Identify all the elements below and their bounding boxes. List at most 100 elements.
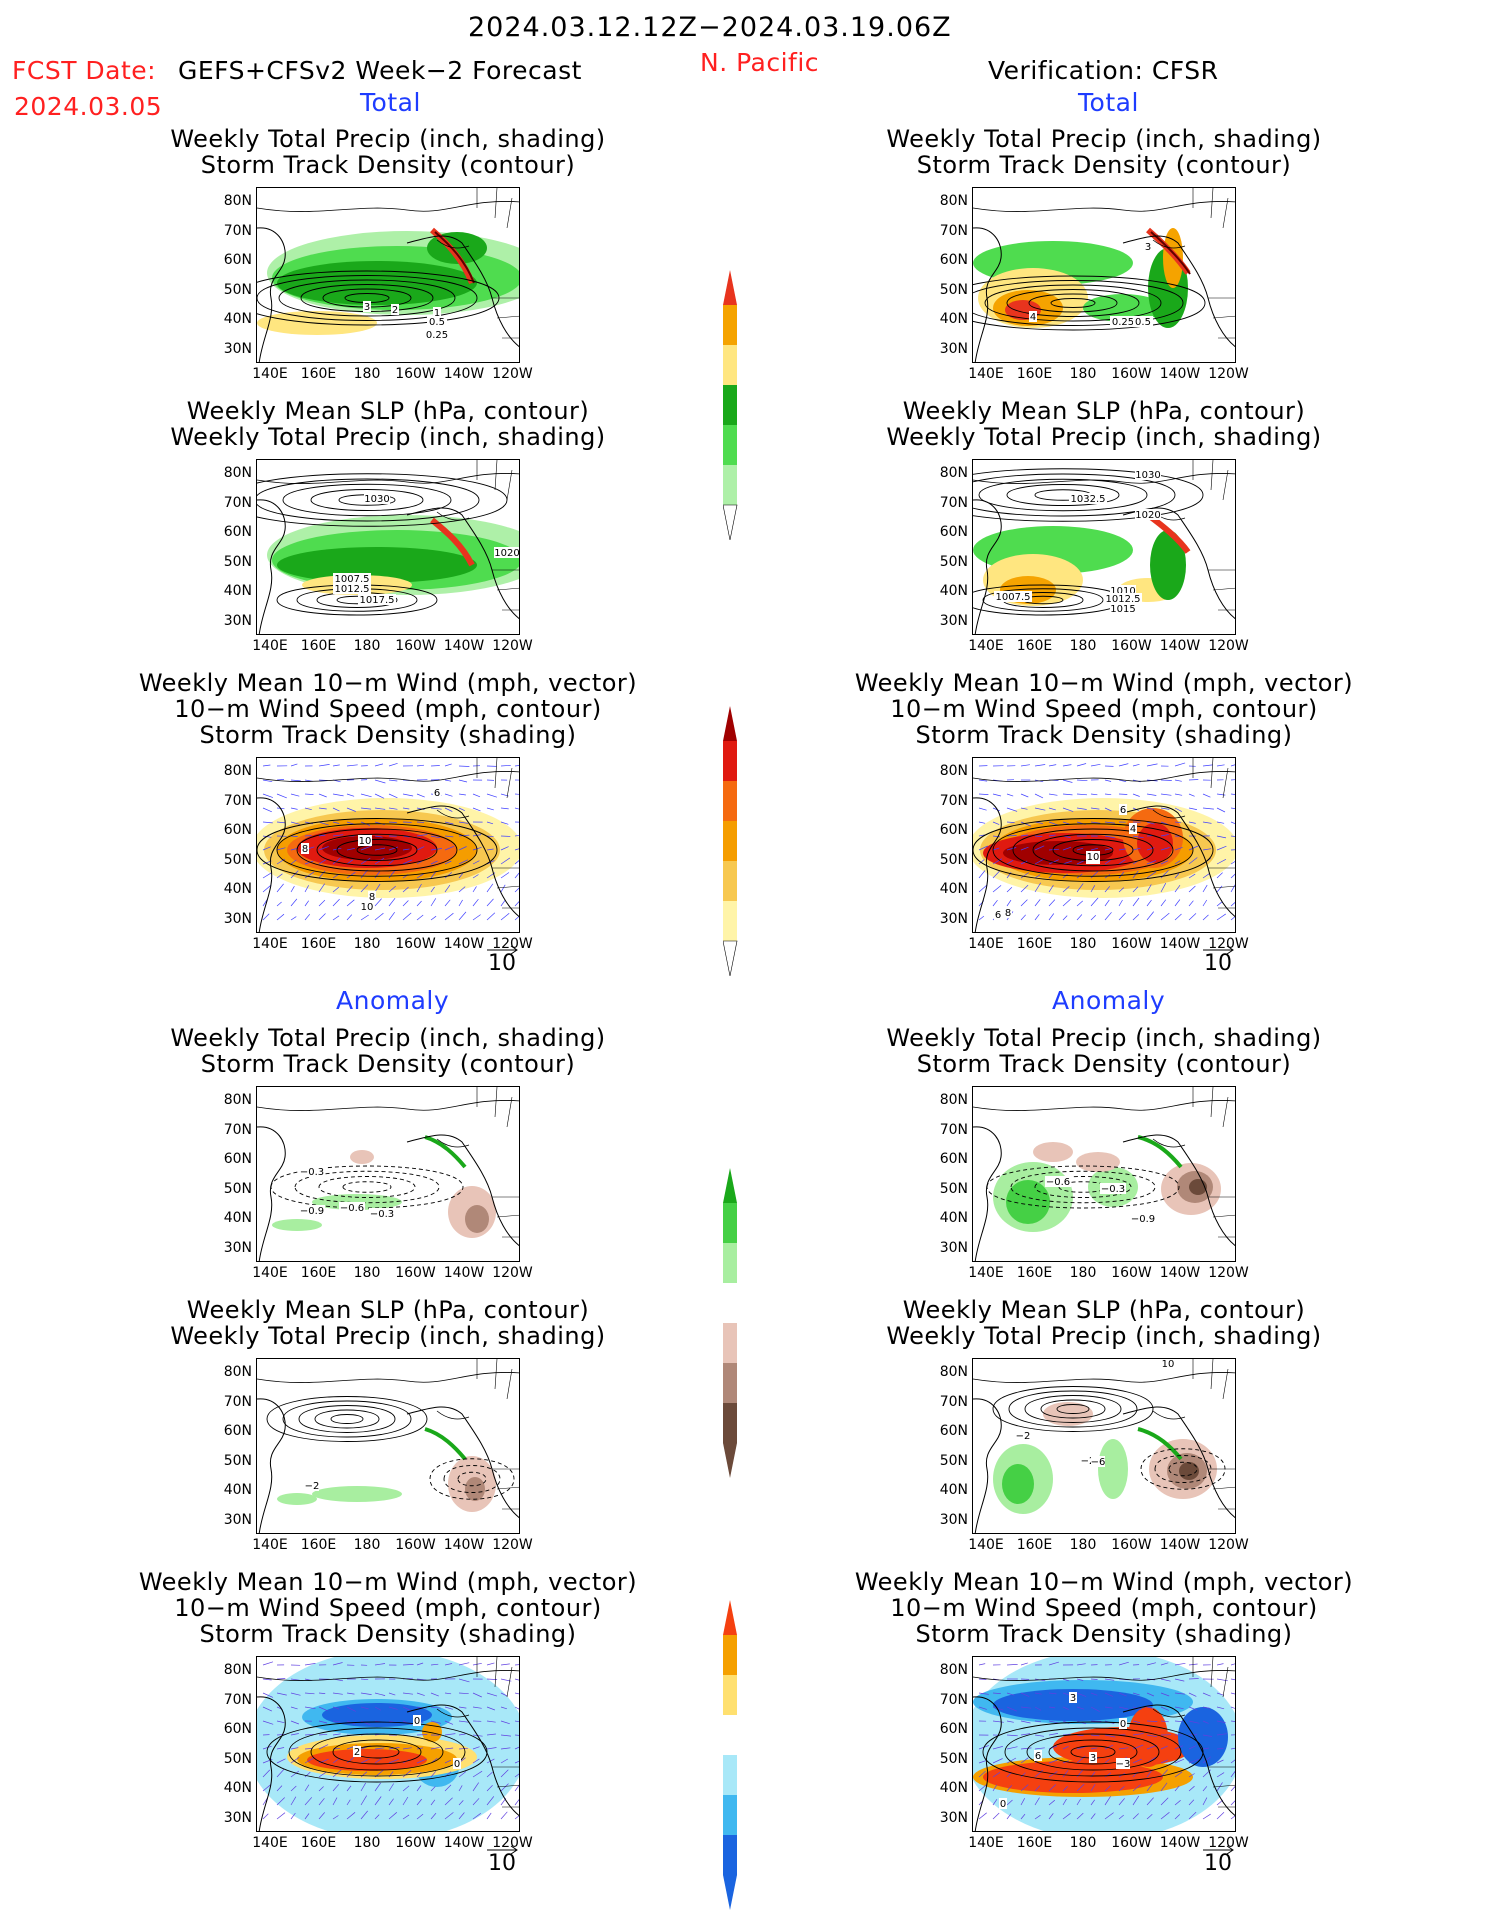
lat-tick-label: 80N	[939, 763, 968, 779]
colorbar-segment	[723, 1283, 737, 1323]
wind-vector	[332, 915, 340, 921]
wind-vector	[1132, 847, 1141, 851]
contour-line	[457, 1471, 487, 1487]
contour-label: −2	[1081, 1455, 1095, 1467]
contour-label: 1012.5	[333, 583, 371, 595]
wind-vector	[978, 884, 987, 893]
contour-label: 1030	[364, 493, 390, 505]
wind-vector	[1146, 1692, 1155, 1697]
wind-vector	[1048, 1784, 1057, 1792]
wind-vector	[360, 1810, 368, 1820]
wind-vector	[1188, 1773, 1195, 1778]
wind-vector	[1062, 898, 1071, 907]
wind-vector	[1062, 1678, 1070, 1682]
lat-tick-label: 30N	[939, 1511, 968, 1528]
contour-line	[1006, 484, 1120, 506]
wind-vector	[1006, 807, 1018, 812]
wind-vector	[388, 859, 394, 865]
wind-vector	[1118, 1798, 1125, 1806]
wind-vector	[1160, 1692, 1170, 1697]
contour-label: −3	[1116, 1758, 1130, 1770]
wind-vector	[1118, 887, 1125, 893]
wind-vector	[388, 911, 395, 921]
wind-vector	[514, 793, 519, 795]
wind-vector	[402, 1796, 409, 1806]
lat-tick-label: 80N	[939, 1364, 968, 1380]
wind-vector	[1062, 873, 1068, 879]
wind-vector	[318, 859, 326, 865]
wind-vector	[262, 872, 273, 879]
wind-vector	[332, 857, 341, 865]
shading-blob	[1128, 1707, 1168, 1767]
coastline-alaska	[1122, 805, 1235, 917]
state-borders	[492, 297, 519, 339]
shading-blob	[312, 1486, 402, 1502]
lat-tick-label: 50N	[939, 851, 968, 868]
wind-vector	[346, 807, 356, 812]
wind-vector	[360, 1706, 369, 1710]
wind-vector	[1104, 807, 1112, 812]
contour-line	[282, 483, 452, 517]
wind-vector	[514, 1760, 519, 1764]
wind-vector	[1174, 1814, 1181, 1820]
lon-tick-label: 160W	[1111, 936, 1152, 952]
colorbar-segment	[723, 425, 737, 465]
wind-vector	[444, 1797, 453, 1806]
contour-line	[318, 1176, 416, 1198]
vector-scale-label: 10	[488, 1851, 516, 1876]
wind-vector	[1034, 1747, 1045, 1750]
wind-vector	[318, 1706, 328, 1712]
contour-label: 2	[353, 1746, 361, 1758]
wind-vector	[992, 1720, 1004, 1723]
contour-label: −6	[1091, 1456, 1105, 1468]
wind-vector	[458, 765, 470, 767]
contour-line	[332, 1739, 422, 1765]
wind-vector	[1118, 1814, 1124, 1820]
wind-vector	[1160, 912, 1170, 921]
wind-vector	[304, 1757, 315, 1764]
panel-title-line: Weekly Total Precip (inch, shading)	[886, 423, 1322, 451]
lat-tick-label: 60N	[939, 524, 968, 540]
wind-vector	[978, 793, 989, 795]
contour-label: 10	[360, 901, 374, 913]
contour-label: 6	[994, 909, 1002, 921]
lat-tick-label: 80N	[939, 1092, 968, 1108]
wind-vector	[1076, 914, 1083, 921]
wind-vector	[318, 807, 327, 810]
lat-tick-label: 40N	[223, 583, 252, 599]
wind-vector	[290, 886, 295, 893]
lon-tick-label: 120W	[1208, 638, 1249, 654]
wind-vector	[1034, 821, 1043, 824]
wind-vector	[374, 1782, 381, 1792]
map-panel-r-4: −0.6 −0.3 −0.9	[972, 1086, 1236, 1262]
lon-tick-label: 160E	[300, 1265, 337, 1281]
panel-title-line: Weekly Total Precip (inch, shading)	[886, 125, 1322, 153]
wind-vector	[514, 1692, 519, 1695]
contour-label: 4	[1029, 311, 1037, 323]
svg-text:6: 6	[995, 910, 1001, 921]
wind-vector	[1202, 1734, 1213, 1737]
svg-text:−0.3: −0.3	[370, 1209, 394, 1220]
wind-vector	[388, 846, 399, 851]
wind-vector	[1020, 821, 1032, 827]
wind-vector	[318, 764, 330, 767]
lat-tick-label: 40N	[939, 1482, 968, 1498]
wind-vector	[1090, 1678, 1098, 1680]
wind-vector	[388, 1798, 394, 1806]
wind-vector	[978, 1812, 987, 1820]
contour-line	[338, 494, 396, 506]
wind-vector	[1034, 1720, 1042, 1723]
contour-line	[978, 478, 1148, 512]
coastline-north	[476, 1657, 513, 1698]
wind-vector	[486, 912, 496, 921]
colorbar-segment	[723, 305, 737, 345]
wind-vector	[1090, 821, 1101, 824]
wind-vector	[360, 845, 372, 851]
wind-vector	[1146, 860, 1157, 865]
wind-vector	[374, 857, 385, 865]
wind-vector	[346, 1812, 356, 1820]
wind-vector	[262, 1678, 272, 1681]
wind-vector	[486, 1662, 495, 1666]
contour-line	[986, 1165, 1180, 1209]
coastline-north	[476, 758, 513, 799]
